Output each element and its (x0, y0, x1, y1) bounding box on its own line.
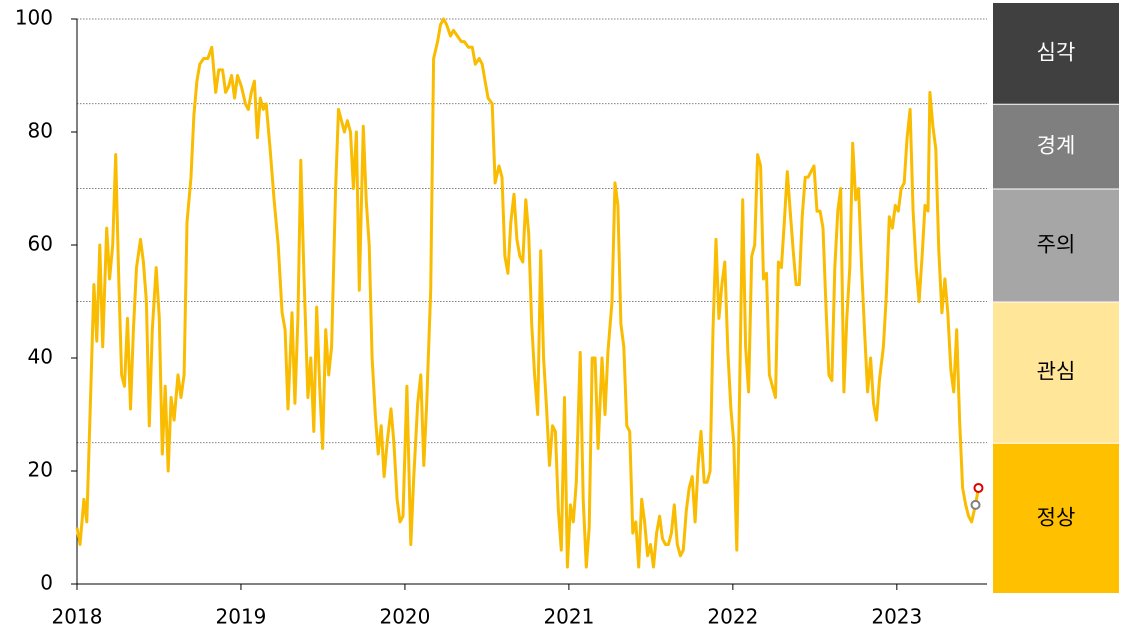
zone-band (993, 302, 1119, 443)
y-tick-label: 20 (28, 458, 53, 482)
x-tick-label: 2022 (707, 605, 758, 629)
zone-label: 정상 (1037, 505, 1076, 529)
zone-label: 관심 (1037, 360, 1076, 384)
x-tick-label: 2020 (379, 605, 430, 629)
y-tick-label: 80 (28, 119, 53, 143)
zone-label: 심각 (1037, 40, 1076, 64)
zone-band (993, 443, 1119, 593)
zone-band (993, 189, 1119, 302)
zone-band (993, 3, 1119, 104)
data-line (75, 17, 980, 569)
x-tick-label: 2018 (52, 605, 103, 629)
y-tick-label: 40 (28, 345, 53, 369)
x-tick-label: 2019 (216, 605, 267, 629)
y-tick-label: 0 (40, 571, 53, 595)
y-tick-label: 100 (15, 6, 53, 30)
x-tick-label: 2023 (871, 605, 922, 629)
y-tick-label: 60 (28, 232, 53, 256)
end-marker (973, 482, 984, 493)
end-marker (970, 499, 981, 510)
zone-band (993, 104, 1119, 189)
x-tick-label: 2021 (543, 605, 594, 629)
zone-label: 경계 (1037, 134, 1076, 158)
zone-label: 주의 (1037, 233, 1076, 257)
